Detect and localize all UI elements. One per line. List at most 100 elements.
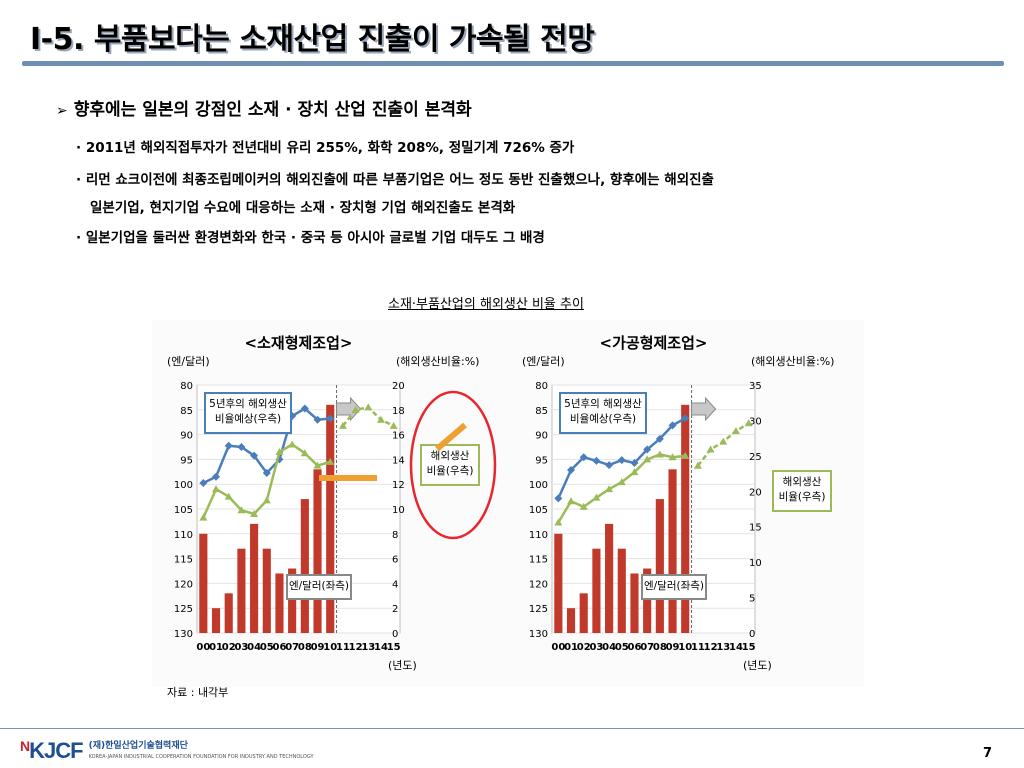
line-point [681, 414, 690, 423]
left-tick-label: 80 [535, 381, 548, 392]
left-tick-label: 100 [174, 480, 193, 491]
x-tick-label: 08 [298, 642, 312, 653]
right-tick-label: 10 [392, 505, 405, 516]
bar [617, 548, 626, 633]
x-tick-label: 05 [615, 642, 629, 653]
line-point [351, 405, 360, 413]
yen-note [286, 574, 352, 600]
bullet-2: · 리먼 쇼크이전에 최종조립메이커의 해외진출에 따른 부품기업은 어느 정도… [76, 172, 714, 188]
x-tick-label: 04 [247, 642, 261, 653]
left-tick-label: 85 [535, 406, 548, 417]
headline-text: 향후에는 일본의 강점인 소재 · 장치 산업 진출이 본격화 [73, 100, 472, 120]
x-tick-label: 10 [678, 642, 692, 653]
bar [592, 548, 601, 633]
bullet-1: · 2011년 해외직접투자가 전년대비 유리 255%, 화학 208%, 정… [76, 140, 575, 156]
forecast-note-text: 비율예상(우측) [570, 412, 636, 425]
line-point [237, 443, 246, 451]
bar [237, 548, 246, 633]
left-tick-label: 130 [529, 629, 548, 640]
line-point [300, 404, 309, 413]
line-point [643, 445, 652, 454]
left-tick-label: 115 [529, 555, 548, 566]
line-point [224, 441, 233, 450]
bar [199, 533, 208, 633]
x-tick-label: 12 [704, 642, 718, 653]
line-point [199, 478, 208, 487]
yen-note-text: 엔/달러(좌측) [644, 580, 704, 592]
right-tick-label: 18 [392, 406, 405, 417]
page-number: 7 [982, 746, 992, 761]
charts-svg: <소재형제조업>(엔/달러) (해외생산비율:%)(년도)808590951001… [167, 334, 834, 672]
footer-divider [0, 728, 1024, 729]
right-tick-label: 15 [749, 523, 762, 534]
line-point [617, 456, 626, 465]
arrow-bullet-icon: ➢ [56, 103, 68, 119]
ratio-note-text: 해외생산 [783, 475, 822, 488]
line-point [376, 415, 385, 423]
line-point [605, 485, 614, 493]
right-tick-label: 30 [749, 416, 762, 427]
bar [275, 573, 284, 633]
line-point [275, 447, 284, 455]
x-tick-label: 06 [273, 642, 287, 653]
right-tick-label: 16 [392, 431, 405, 442]
x-tick-label: 14 [374, 642, 388, 653]
line-point [567, 497, 576, 505]
right-tick-label: 14 [392, 455, 405, 466]
x-tick-label: 05 [260, 642, 274, 653]
forecast-note-text: 5년후의 해외생산 [209, 397, 287, 410]
logo-text: (재)한일산업기술협력재단 KOREA-JAPAN INDUSTRIAL COOP… [88, 740, 314, 760]
line-point [212, 472, 221, 481]
highlight-circle [409, 390, 497, 540]
left-tick-label: 80 [180, 381, 193, 392]
line-point [338, 421, 347, 429]
line-point [605, 461, 614, 470]
x-tick-label: 13 [716, 642, 730, 653]
right-tick-label: 0 [749, 629, 755, 640]
ratio-note [772, 470, 832, 512]
left-tick-label: 120 [529, 579, 548, 590]
line-point [300, 449, 309, 457]
bar [313, 469, 322, 633]
right-tick-label: 4 [392, 579, 398, 590]
bullet-2-continued: 일본기업, 현지기업 수요에 대응하는 소재 · 장치형 기업 해외진출도 본격… [90, 200, 516, 216]
line-point [554, 518, 563, 526]
bar [630, 573, 639, 633]
forecast-note-text: 비율예상(우측) [215, 412, 281, 425]
line-point [643, 455, 652, 463]
line-point [250, 509, 259, 517]
ratio-note-text: 비율(우측) [427, 465, 474, 477]
bar [655, 499, 664, 633]
line-point [262, 496, 271, 504]
bar [224, 593, 233, 633]
forecast-note [204, 392, 292, 434]
chart-caption: 소재·부품산업의 해외생산 비율 추이 [388, 297, 584, 312]
bar [262, 548, 271, 633]
line-point [681, 451, 690, 459]
x-tick-label: 13 [361, 642, 375, 653]
ratio-note-text: 해외생산 [431, 449, 470, 462]
line-point [262, 469, 271, 478]
line-point [224, 492, 233, 500]
x-tick-label: 00 [196, 642, 210, 653]
x-tick-label: 04 [602, 642, 616, 653]
line-point [579, 453, 588, 462]
left-tick-label: 100 [529, 480, 548, 491]
line-point [630, 458, 639, 467]
bar [250, 523, 259, 633]
slide-title: Ⅰ-5. 부품보다는 소재산업 진출이 가속될 전망 [30, 22, 595, 57]
x-tick-label: 06 [628, 642, 642, 653]
right-axis-label: (해외생산비율:%) [751, 354, 834, 368]
line-point [693, 461, 702, 469]
ratio-note [420, 444, 480, 486]
line-point [744, 419, 753, 427]
x-tick-label: 09 [666, 642, 680, 653]
line-point [668, 453, 677, 461]
line-point [592, 493, 601, 501]
x-tick-label: 00 [551, 642, 565, 653]
bar [681, 404, 690, 633]
x-tick-label: 03 [234, 642, 248, 653]
right-tick-label: 8 [392, 530, 398, 541]
chart-panel: <소재형제조업> (엔/달러) (해외생산비율:%) (년도) 80 85 90 95 100 1… [152, 320, 864, 687]
right-tick-label: 35 [749, 381, 762, 392]
